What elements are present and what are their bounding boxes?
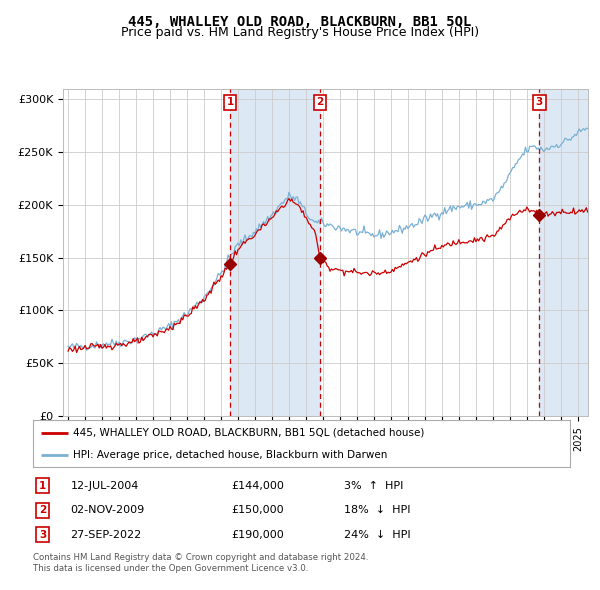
Text: 445, WHALLEY OLD ROAD, BLACKBURN, BB1 5QL: 445, WHALLEY OLD ROAD, BLACKBURN, BB1 5Q… bbox=[128, 15, 472, 30]
Text: 3%  ↑  HPI: 3% ↑ HPI bbox=[344, 481, 404, 491]
Text: Price paid vs. HM Land Registry's House Price Index (HPI): Price paid vs. HM Land Registry's House … bbox=[121, 26, 479, 39]
Text: Contains HM Land Registry data © Crown copyright and database right 2024.
This d: Contains HM Land Registry data © Crown c… bbox=[33, 553, 368, 573]
Text: £144,000: £144,000 bbox=[232, 481, 284, 491]
Text: HPI: Average price, detached house, Blackburn with Darwen: HPI: Average price, detached house, Blac… bbox=[73, 450, 388, 460]
Text: 24%  ↓  HPI: 24% ↓ HPI bbox=[344, 530, 411, 540]
Text: 3: 3 bbox=[39, 530, 46, 540]
Bar bbox=[230, 88, 320, 416]
Text: 1: 1 bbox=[39, 481, 46, 491]
Text: 02-NOV-2009: 02-NOV-2009 bbox=[71, 506, 145, 515]
Text: 12-JUL-2004: 12-JUL-2004 bbox=[71, 481, 139, 491]
Text: £190,000: £190,000 bbox=[232, 530, 284, 540]
Text: 3: 3 bbox=[536, 97, 543, 107]
Bar bbox=[539, 88, 588, 416]
Text: 2: 2 bbox=[317, 97, 324, 107]
Text: £150,000: £150,000 bbox=[232, 506, 284, 515]
Text: 445, WHALLEY OLD ROAD, BLACKBURN, BB1 5QL (detached house): 445, WHALLEY OLD ROAD, BLACKBURN, BB1 5Q… bbox=[73, 428, 425, 438]
Text: 1: 1 bbox=[226, 97, 233, 107]
Text: 2: 2 bbox=[39, 506, 46, 515]
Text: 18%  ↓  HPI: 18% ↓ HPI bbox=[344, 506, 411, 515]
Text: 27-SEP-2022: 27-SEP-2022 bbox=[71, 530, 142, 540]
